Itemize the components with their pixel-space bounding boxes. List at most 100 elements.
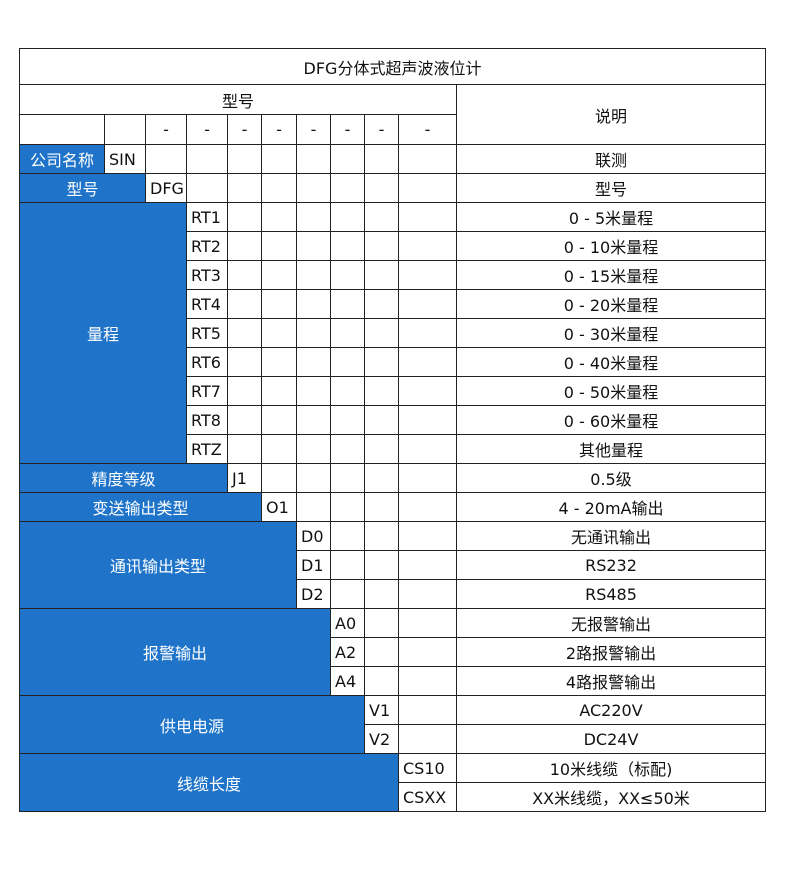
empty-cell [227, 231, 262, 261]
option-description: 0 - 10米量程 [455, 231, 767, 261]
empty-cell [261, 318, 297, 348]
empty-cell [398, 521, 457, 551]
option-description: 型号 [455, 173, 767, 203]
empty-cell [398, 463, 457, 493]
option-code: D1 [296, 550, 331, 580]
empty-cell [364, 260, 399, 290]
empty-cell [398, 550, 457, 580]
empty-cell [296, 144, 331, 174]
empty-cell [398, 405, 457, 435]
empty-cell [398, 260, 457, 290]
option-code: RT2 [186, 231, 228, 261]
empty-cell [398, 492, 457, 522]
empty-cell [261, 376, 297, 406]
table-row: 通讯输出类型 D0 无通讯输出 [19, 521, 767, 609]
option-description: 4路报警输出 [455, 666, 767, 696]
option-code: SIN [104, 144, 146, 174]
empty-cell [398, 376, 457, 406]
empty-cell [364, 405, 399, 435]
empty-cell [398, 695, 457, 725]
option-code: A2 [330, 637, 365, 667]
empty-cell [227, 289, 262, 319]
empty-cell [398, 434, 457, 464]
table-row: A4 4路报警输出 [20, 666, 767, 696]
table-row: 供电电源 V1 AC220V [19, 695, 767, 754]
empty-cell [296, 347, 331, 377]
table-row: 线缆长度 CS10 10米线缆（标配) [19, 753, 767, 812]
separator-dash: - [398, 114, 457, 145]
empty-cell [296, 231, 331, 261]
option-description: 0 - 20米量程 [455, 289, 767, 319]
option-code: CS10 [398, 753, 457, 783]
table-row: RT5 0 - 30米量程 [20, 318, 767, 348]
option-description: 2路报警输出 [455, 637, 767, 667]
empty-cell [330, 347, 365, 377]
category-label: 型号 [19, 173, 146, 203]
empty-cell [330, 173, 365, 203]
table-row: RT7 0 - 50米量程 [20, 376, 767, 406]
empty-cell [364, 173, 399, 203]
empty-cell [296, 260, 331, 290]
empty-cell [364, 144, 399, 174]
separator-dash: - [296, 114, 331, 145]
empty-cell [296, 173, 331, 203]
empty-cell [364, 231, 399, 261]
option-code: J1 [227, 463, 262, 493]
empty-cell [261, 202, 297, 232]
empty-cell [364, 637, 399, 667]
model-selection-table: DFG分体式超声波液位计 型号 说明 -------- 公司名称 SIN 联测 型号 D… [18, 48, 767, 812]
table-row: V2 DC24V [20, 724, 767, 754]
table-row: 公司名称 SIN 联测 [19, 144, 767, 174]
empty-cell [364, 492, 399, 522]
option-code: RT7 [186, 376, 228, 406]
option-code: RT6 [186, 347, 228, 377]
category-label: 通讯输出类型 [19, 521, 297, 609]
option-description: 4 - 20mA输出 [455, 492, 767, 522]
option-code: RT3 [186, 260, 228, 290]
empty-cell [296, 202, 331, 232]
empty-cell [261, 231, 297, 261]
empty-cell [364, 579, 399, 609]
empty-cell [186, 144, 228, 174]
table-row: D2 RS485 [20, 579, 767, 609]
empty-cell [261, 434, 297, 464]
empty-cell [261, 405, 297, 435]
empty-cell [330, 376, 365, 406]
category-label: 报警输出 [19, 608, 331, 696]
empty-cell [227, 434, 262, 464]
option-description: RS485 [455, 579, 767, 609]
empty-cell [398, 579, 457, 609]
option-code: RTZ [186, 434, 228, 464]
empty-cell [330, 318, 365, 348]
empty-cell [227, 376, 262, 406]
empty-cell [364, 347, 399, 377]
empty-cell [330, 521, 365, 551]
empty-cell [364, 202, 399, 232]
option-description: 0 - 30米量程 [455, 318, 767, 348]
empty-cell [330, 550, 365, 580]
option-code: D2 [296, 579, 331, 609]
option-description: 0 - 40米量程 [455, 347, 767, 377]
empty-cell [261, 463, 297, 493]
empty-cell [227, 173, 262, 203]
option-description: 无通讯输出 [455, 521, 767, 551]
empty-cell [227, 347, 262, 377]
empty-cell [330, 579, 365, 609]
empty-cell [227, 260, 262, 290]
empty-cell [330, 463, 365, 493]
option-code: V2 [364, 724, 399, 754]
empty-cell [398, 608, 457, 638]
empty-cell [227, 318, 262, 348]
empty-cell [364, 318, 399, 348]
category-label: 精度等级 [19, 463, 228, 493]
table-row: 报警输出 A0 无报警输出 [19, 608, 767, 696]
empty-cell [330, 231, 365, 261]
category-label: 量程 [19, 202, 187, 464]
table-row: RT6 0 - 40米量程 [20, 347, 767, 377]
empty-cell [330, 405, 365, 435]
option-description: RS232 [455, 550, 767, 580]
empty-cell [330, 434, 365, 464]
empty-cell [330, 260, 365, 290]
empty-cell [364, 376, 399, 406]
option-description: AC220V [455, 695, 767, 725]
